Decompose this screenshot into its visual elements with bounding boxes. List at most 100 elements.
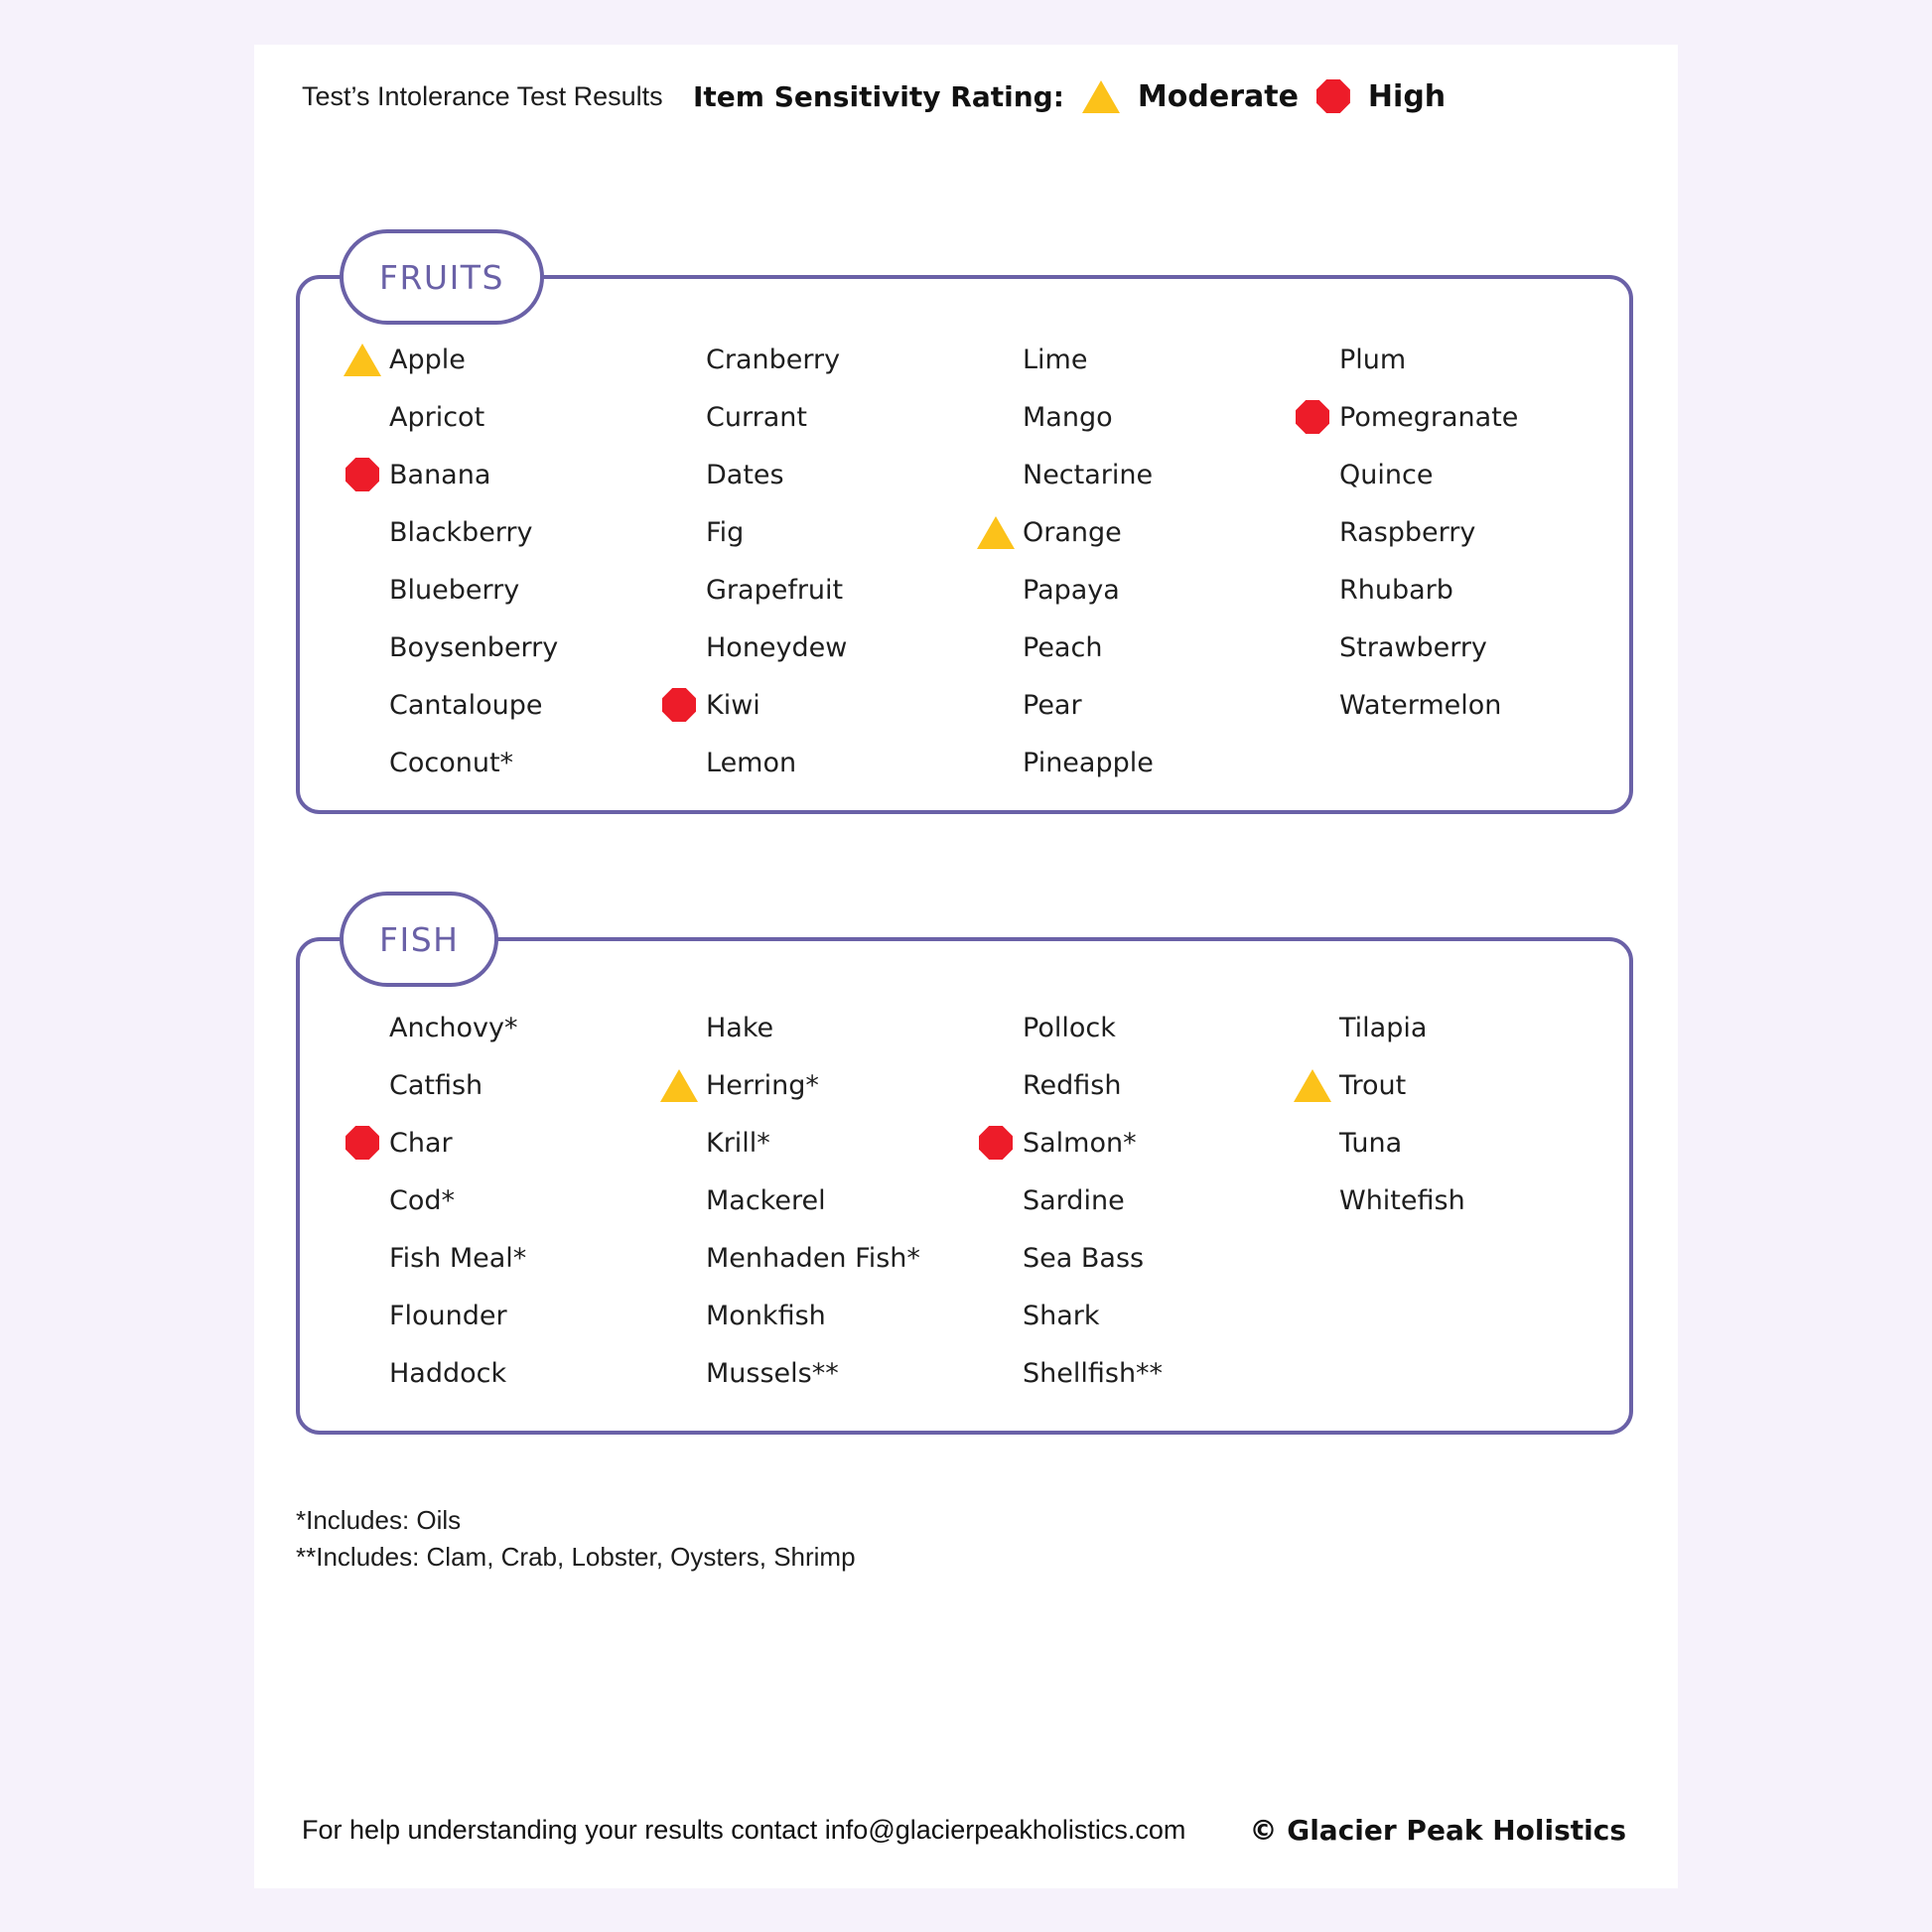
footer-copyright: © Glacier Peak Holistics (1249, 1813, 1626, 1847)
food-item-label: Strawberry (1339, 631, 1487, 663)
food-item-label: Apricot (389, 401, 485, 433)
food-item-label: Lemon (706, 747, 797, 778)
food-item: Shark (975, 1287, 1292, 1344)
food-item-label: Pineapple (1023, 747, 1154, 778)
food-item: Monkfish (658, 1287, 975, 1344)
food-item-label: Menhaden Fish* (706, 1242, 920, 1274)
food-item-label: Mussels** (706, 1357, 839, 1389)
legend-high-label: High (1367, 78, 1447, 114)
food-item-label: Dates (706, 459, 784, 490)
food-item: Mango (975, 388, 1292, 446)
food-item: Currant (658, 388, 975, 446)
rating-icon-slot (658, 688, 700, 722)
food-item-label: Quince (1339, 459, 1434, 490)
fruits-section: FRUITS Apple Apricot Banana Blackberry Blueb… (296, 229, 1633, 814)
food-item-label: Boysenberry (389, 631, 559, 663)
results-page: Test’s Intolerance Test Results Item Sen… (254, 45, 1678, 1888)
food-item: Pear (975, 676, 1292, 734)
food-item-label: Lime (1023, 344, 1088, 375)
food-item-label: Krill* (706, 1127, 770, 1159)
fruits-section-title: FRUITS (340, 229, 544, 325)
food-item: Nectarine (975, 446, 1292, 503)
high-octagon-icon (345, 458, 379, 491)
rating-icon-slot (1292, 1068, 1333, 1102)
fish-section-title: FISH (340, 892, 499, 987)
moderate-triangle-icon (977, 515, 1015, 549)
fish-section: FISH Anchovy* Catfish Char Cod* Fish Meal* Fl… (296, 892, 1633, 1435)
food-item: Dates (658, 446, 975, 503)
food-item-label: Sardine (1023, 1184, 1125, 1216)
footnotes: *Includes: Oils **Includes: Clam, Crab, … (296, 1502, 856, 1576)
food-item: Cantaloupe (342, 676, 658, 734)
food-item: Hake (658, 999, 975, 1056)
legend-label: Item Sensitivity Rating: (693, 79, 1064, 113)
food-item-label: Blackberry (389, 516, 533, 548)
moderate-triangle-icon (1081, 79, 1120, 113)
footnote-shellfish: **Includes: Clam, Crab, Lobster, Oysters… (296, 1542, 856, 1572)
page-footer: For help understanding your results cont… (302, 1808, 1626, 1852)
food-item: Salmon* (975, 1114, 1292, 1172)
food-item: Watermelon (1292, 676, 1608, 734)
rating-icon-slot (1292, 400, 1333, 434)
food-item: Menhaden Fish* (658, 1229, 975, 1287)
food-item-label: Salmon* (1023, 1127, 1137, 1159)
food-item-label: Pear (1023, 689, 1082, 721)
food-item-label: Pomegranate (1339, 401, 1519, 433)
food-item-label: Watermelon (1339, 689, 1502, 721)
food-item-label: Herring* (706, 1069, 819, 1101)
food-item-label: Catfish (389, 1069, 483, 1101)
footnote-oils: *Includes: Oils (296, 1505, 462, 1535)
food-item: Catfish (342, 1056, 658, 1114)
food-item-label: Anchovy* (389, 1012, 518, 1043)
legend-moderate-label: Moderate (1137, 78, 1299, 114)
page-header: Test’s Intolerance Test Results Item Sen… (302, 74, 1630, 118)
food-item-label: Redfish (1023, 1069, 1122, 1101)
food-item: Plum (1292, 331, 1608, 388)
food-item: Rhubarb (1292, 561, 1608, 619)
food-item: Shellfish** (975, 1344, 1292, 1402)
rating-icon-slot (342, 1126, 383, 1160)
food-item-label: Monkfish (706, 1300, 826, 1331)
food-item: Trout (1292, 1056, 1608, 1114)
food-item-label: Mango (1023, 401, 1113, 433)
food-item: Pollock (975, 999, 1292, 1056)
food-item: Cod* (342, 1172, 658, 1229)
food-item: Quince (1292, 446, 1608, 503)
food-item: Banana (342, 446, 658, 503)
food-item-label: Kiwi (706, 689, 760, 721)
food-item-label: Char (389, 1127, 453, 1159)
food-item-label: Grapefruit (706, 574, 844, 606)
food-item: Coconut* (342, 734, 658, 791)
food-item-label: Currant (706, 401, 807, 433)
high-octagon-icon (1296, 400, 1329, 434)
food-item: Mackerel (658, 1172, 975, 1229)
food-item: Anchovy* (342, 999, 658, 1056)
food-item: Lemon (658, 734, 975, 791)
food-item-label: Tilapia (1339, 1012, 1428, 1043)
food-item-label: Orange (1023, 516, 1122, 548)
food-item: Fish Meal* (342, 1229, 658, 1287)
sensitivity-legend: Item Sensitivity Rating: Moderate High (693, 74, 1446, 118)
food-item: Lime (975, 331, 1292, 388)
fruits-item-grid: Apple Apricot Banana Blackberry Blueberry Boy… (300, 279, 1629, 791)
food-item: Redfish (975, 1056, 1292, 1114)
footer-contact-text: For help understanding your results cont… (302, 1814, 1186, 1845)
page-title: Test’s Intolerance Test Results (302, 80, 663, 111)
food-item: Blueberry (342, 561, 658, 619)
food-item-label: Nectarine (1023, 459, 1154, 490)
food-item-label: Trout (1339, 1069, 1407, 1101)
food-item-label: Shellfish** (1023, 1357, 1164, 1389)
rating-icon-slot (658, 1068, 700, 1102)
food-item-label: Rhubarb (1339, 574, 1453, 606)
food-item: Blackberry (342, 503, 658, 561)
food-item-label: Cantaloupe (389, 689, 543, 721)
food-item-label: Banana (389, 459, 491, 490)
food-item-label: Plum (1339, 344, 1407, 375)
moderate-triangle-icon (660, 1068, 698, 1102)
food-item: Honeydew (658, 619, 975, 676)
food-item-label: Coconut* (389, 747, 514, 778)
fish-item-grid: Anchovy* Catfish Char Cod* Fish Meal* Flounde… (300, 941, 1629, 1402)
rating-icon-slot (342, 343, 383, 376)
food-item: Herring* (658, 1056, 975, 1114)
